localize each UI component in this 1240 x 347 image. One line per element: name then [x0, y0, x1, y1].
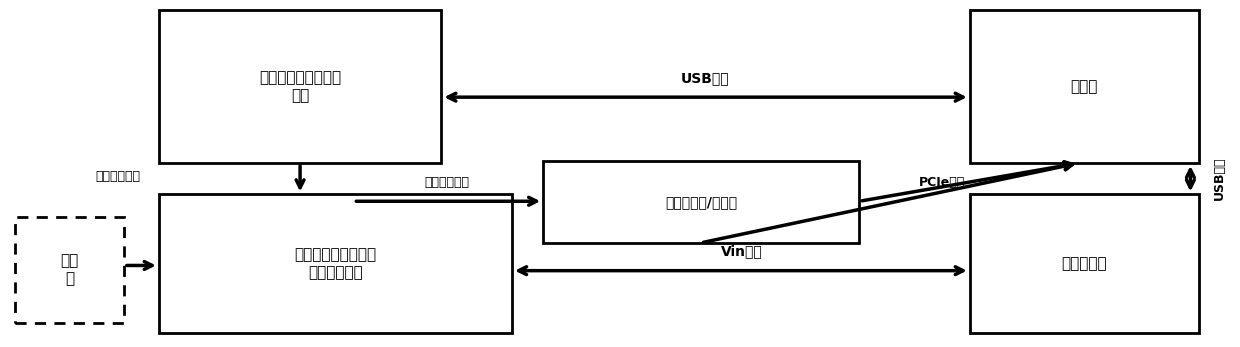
Text: 计算机: 计算机 [1070, 79, 1099, 94]
Bar [970, 194, 1199, 333]
Text: 工作电源接口: 工作电源接口 [95, 170, 140, 184]
Text: PCIe接口: PCIe接口 [919, 176, 966, 189]
Bar [970, 10, 1199, 163]
Bar [159, 10, 441, 163]
Text: 脉冲信号采集: 脉冲信号采集 [424, 176, 469, 189]
Bar [159, 194, 512, 333]
Text: USB线缆: USB线缆 [1213, 157, 1225, 201]
Bar [543, 161, 859, 243]
Bar [15, 217, 124, 323]
Text: Vin电压: Vin电压 [720, 245, 763, 259]
Text: 电路连接板单元（火
装待测电路）: 电路连接板单元（火 装待测电路） [294, 247, 377, 280]
Text: USB线缆: USB线缆 [681, 71, 730, 85]
Text: 精密电压源: 精密电压源 [1061, 256, 1107, 271]
Text: 信号
源: 信号 源 [61, 254, 78, 286]
Text: 电源转换和电流检测
单元: 电源转换和电流检测 单元 [259, 70, 341, 103]
Text: 频率采集卡/计数器: 频率采集卡/计数器 [665, 195, 738, 209]
